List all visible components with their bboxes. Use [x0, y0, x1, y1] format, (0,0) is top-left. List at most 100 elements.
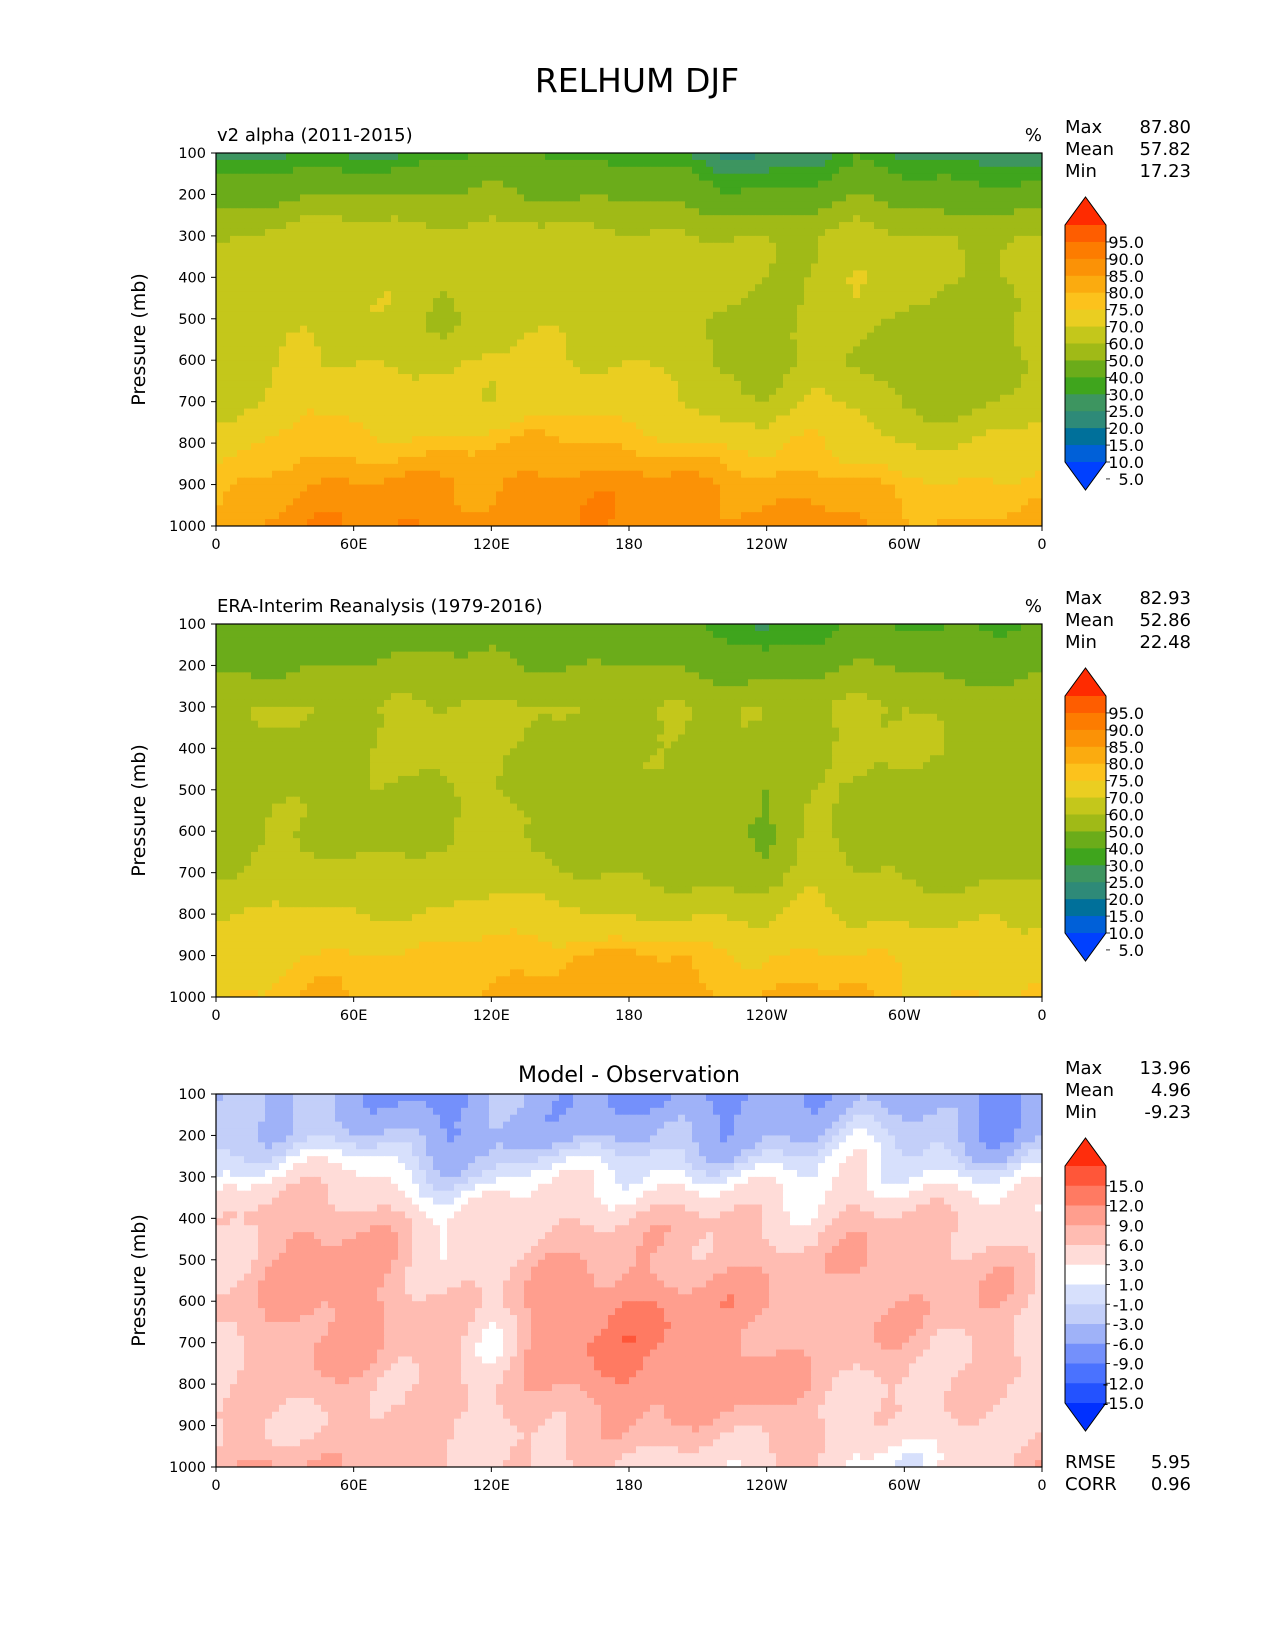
contour-cell [748, 408, 756, 417]
contour-cell [755, 187, 763, 196]
contour-cell [881, 291, 889, 299]
contour-cell [643, 180, 651, 189]
contour-cell [258, 159, 266, 168]
contour-cell [657, 332, 665, 341]
contour-cell [265, 180, 273, 189]
contour-cell [580, 235, 588, 244]
contour-cell [342, 187, 350, 196]
contour-cell [223, 187, 231, 196]
contour-cell [1021, 339, 1029, 348]
contour-cell [902, 346, 910, 354]
contour-cell [244, 401, 252, 410]
contour-cell [335, 277, 343, 285]
contour-cell [790, 242, 798, 251]
contour-cell [916, 208, 924, 216]
contour-cell [475, 401, 483, 410]
contour-cell [216, 242, 224, 251]
contour-cell [552, 401, 560, 410]
contour-cell [706, 173, 714, 182]
contour-cell [944, 311, 952, 320]
contour-cell [475, 166, 483, 175]
contour-cell [300, 242, 308, 251]
contour-cell [916, 387, 924, 396]
contour-cell [664, 270, 672, 278]
contour-cell [342, 443, 350, 451]
contour-cell [545, 429, 553, 437]
contour-cell [223, 429, 231, 437]
contour-cell [671, 401, 679, 410]
contour-cell [503, 194, 511, 202]
contour-cell [503, 159, 511, 168]
contour-cell [944, 228, 952, 237]
contour-cell [377, 249, 385, 258]
contour-cell [1007, 194, 1015, 202]
contour-cell [1014, 422, 1022, 430]
contour-cell [818, 222, 826, 230]
contour-cell [923, 166, 931, 175]
contour-cell [370, 401, 378, 410]
contour-cell [594, 325, 602, 334]
contour-cell [440, 194, 448, 202]
contour-cell [748, 360, 756, 368]
contour-cell [979, 228, 987, 237]
contour-cell [657, 325, 665, 334]
contour-cell [608, 318, 616, 327]
contour-cell [307, 387, 315, 396]
contour-cell [517, 187, 525, 196]
contour-cell [398, 242, 406, 251]
contour-cell [482, 380, 490, 389]
contour-cell [503, 256, 511, 265]
contour-cell [216, 429, 224, 437]
contour-cell [951, 436, 959, 444]
contour-cell [776, 387, 784, 396]
contour-cell [293, 304, 301, 313]
contour-cell [720, 284, 728, 292]
contour-cell [825, 263, 833, 272]
contour-cell [839, 429, 847, 437]
contour-cell [811, 408, 819, 417]
contour-cell [608, 360, 616, 368]
contour-cell [860, 346, 868, 354]
contour-cell [510, 291, 518, 299]
contour-cell [902, 228, 910, 237]
contour-cell [601, 422, 609, 430]
contour-cell [363, 166, 371, 175]
contour-cell [293, 436, 301, 444]
contour-cell [636, 291, 644, 299]
contour-cell [748, 235, 756, 244]
contour-cell [825, 180, 833, 189]
contour-cell [356, 284, 364, 292]
contour-cell [881, 387, 889, 396]
contour-cell [615, 187, 623, 196]
contour-cell [748, 436, 756, 444]
contour-cell [391, 311, 399, 320]
contour-cell [216, 339, 224, 348]
contour-cell [601, 360, 609, 368]
contour-cell [636, 401, 644, 410]
contour-cell [216, 263, 224, 272]
contour-cell [398, 325, 406, 334]
contour-cell [825, 367, 833, 375]
contour-cell [657, 194, 665, 202]
contour-cell [258, 187, 266, 196]
contour-cell [580, 298, 588, 306]
contour-cell [1035, 318, 1042, 327]
contour-cell [503, 415, 511, 423]
contour-cell [384, 277, 392, 285]
contour-cell [797, 387, 805, 396]
contour-cell [825, 422, 833, 430]
contour-cell [1000, 187, 1008, 196]
contour-cell [636, 153, 644, 161]
contour-cell [930, 380, 938, 389]
contour-cell [818, 422, 826, 430]
contour-cell [853, 346, 861, 354]
contour-cell [496, 304, 504, 313]
contour-cell [419, 443, 427, 451]
contour-cell [286, 332, 294, 341]
contour-cell [811, 249, 819, 258]
contour-cell [664, 325, 672, 334]
contour-cell [818, 332, 826, 341]
contour-cell [685, 346, 693, 354]
contour-cell [230, 222, 238, 230]
contour-cell [433, 401, 441, 410]
